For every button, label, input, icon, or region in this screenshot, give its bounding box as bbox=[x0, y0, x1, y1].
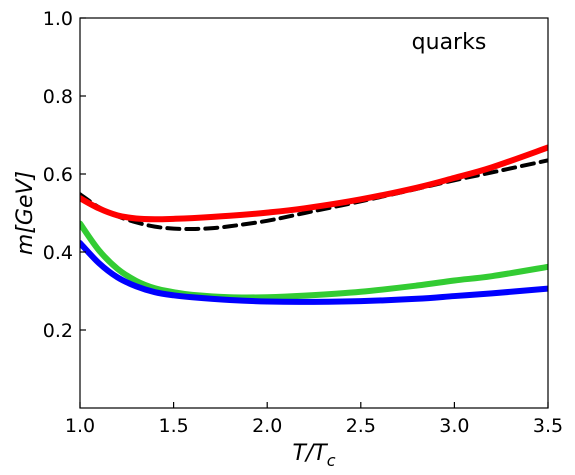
plot-frame bbox=[79, 17, 549, 409]
x-tick-label: 2.5 bbox=[346, 415, 376, 437]
annotation-label: quarks bbox=[412, 30, 487, 55]
y-axis-label: m[GeV] bbox=[13, 171, 38, 255]
series-red-line bbox=[80, 144, 548, 223]
x-axis-ticks: 1.0 1.5 2.0 2.5 3.0 3.5 bbox=[65, 402, 563, 437]
x-tick-label: 3.5 bbox=[533, 415, 563, 437]
y-tick-label: 1.0 bbox=[43, 8, 73, 30]
x-axis-label: T/Tc bbox=[292, 441, 335, 470]
x-axis-label-subscript: c bbox=[327, 451, 336, 470]
y-tick-label: 0.2 bbox=[43, 320, 73, 342]
y-tick-label: 0.8 bbox=[43, 86, 73, 108]
x-tick-label: 2.0 bbox=[252, 415, 282, 437]
y-tick-label: 0.4 bbox=[43, 242, 73, 264]
y-tick-label: 0.6 bbox=[43, 164, 73, 186]
series-blue-line bbox=[80, 240, 548, 305]
x-tick-label: 1.5 bbox=[158, 415, 188, 437]
x-tick-label: 3.0 bbox=[439, 415, 469, 437]
y-axis-ticks: 0.2 0.4 0.6 0.8 1.0 bbox=[43, 8, 86, 342]
series-layer bbox=[80, 144, 548, 305]
x-tick-label: 1.0 bbox=[65, 415, 95, 437]
